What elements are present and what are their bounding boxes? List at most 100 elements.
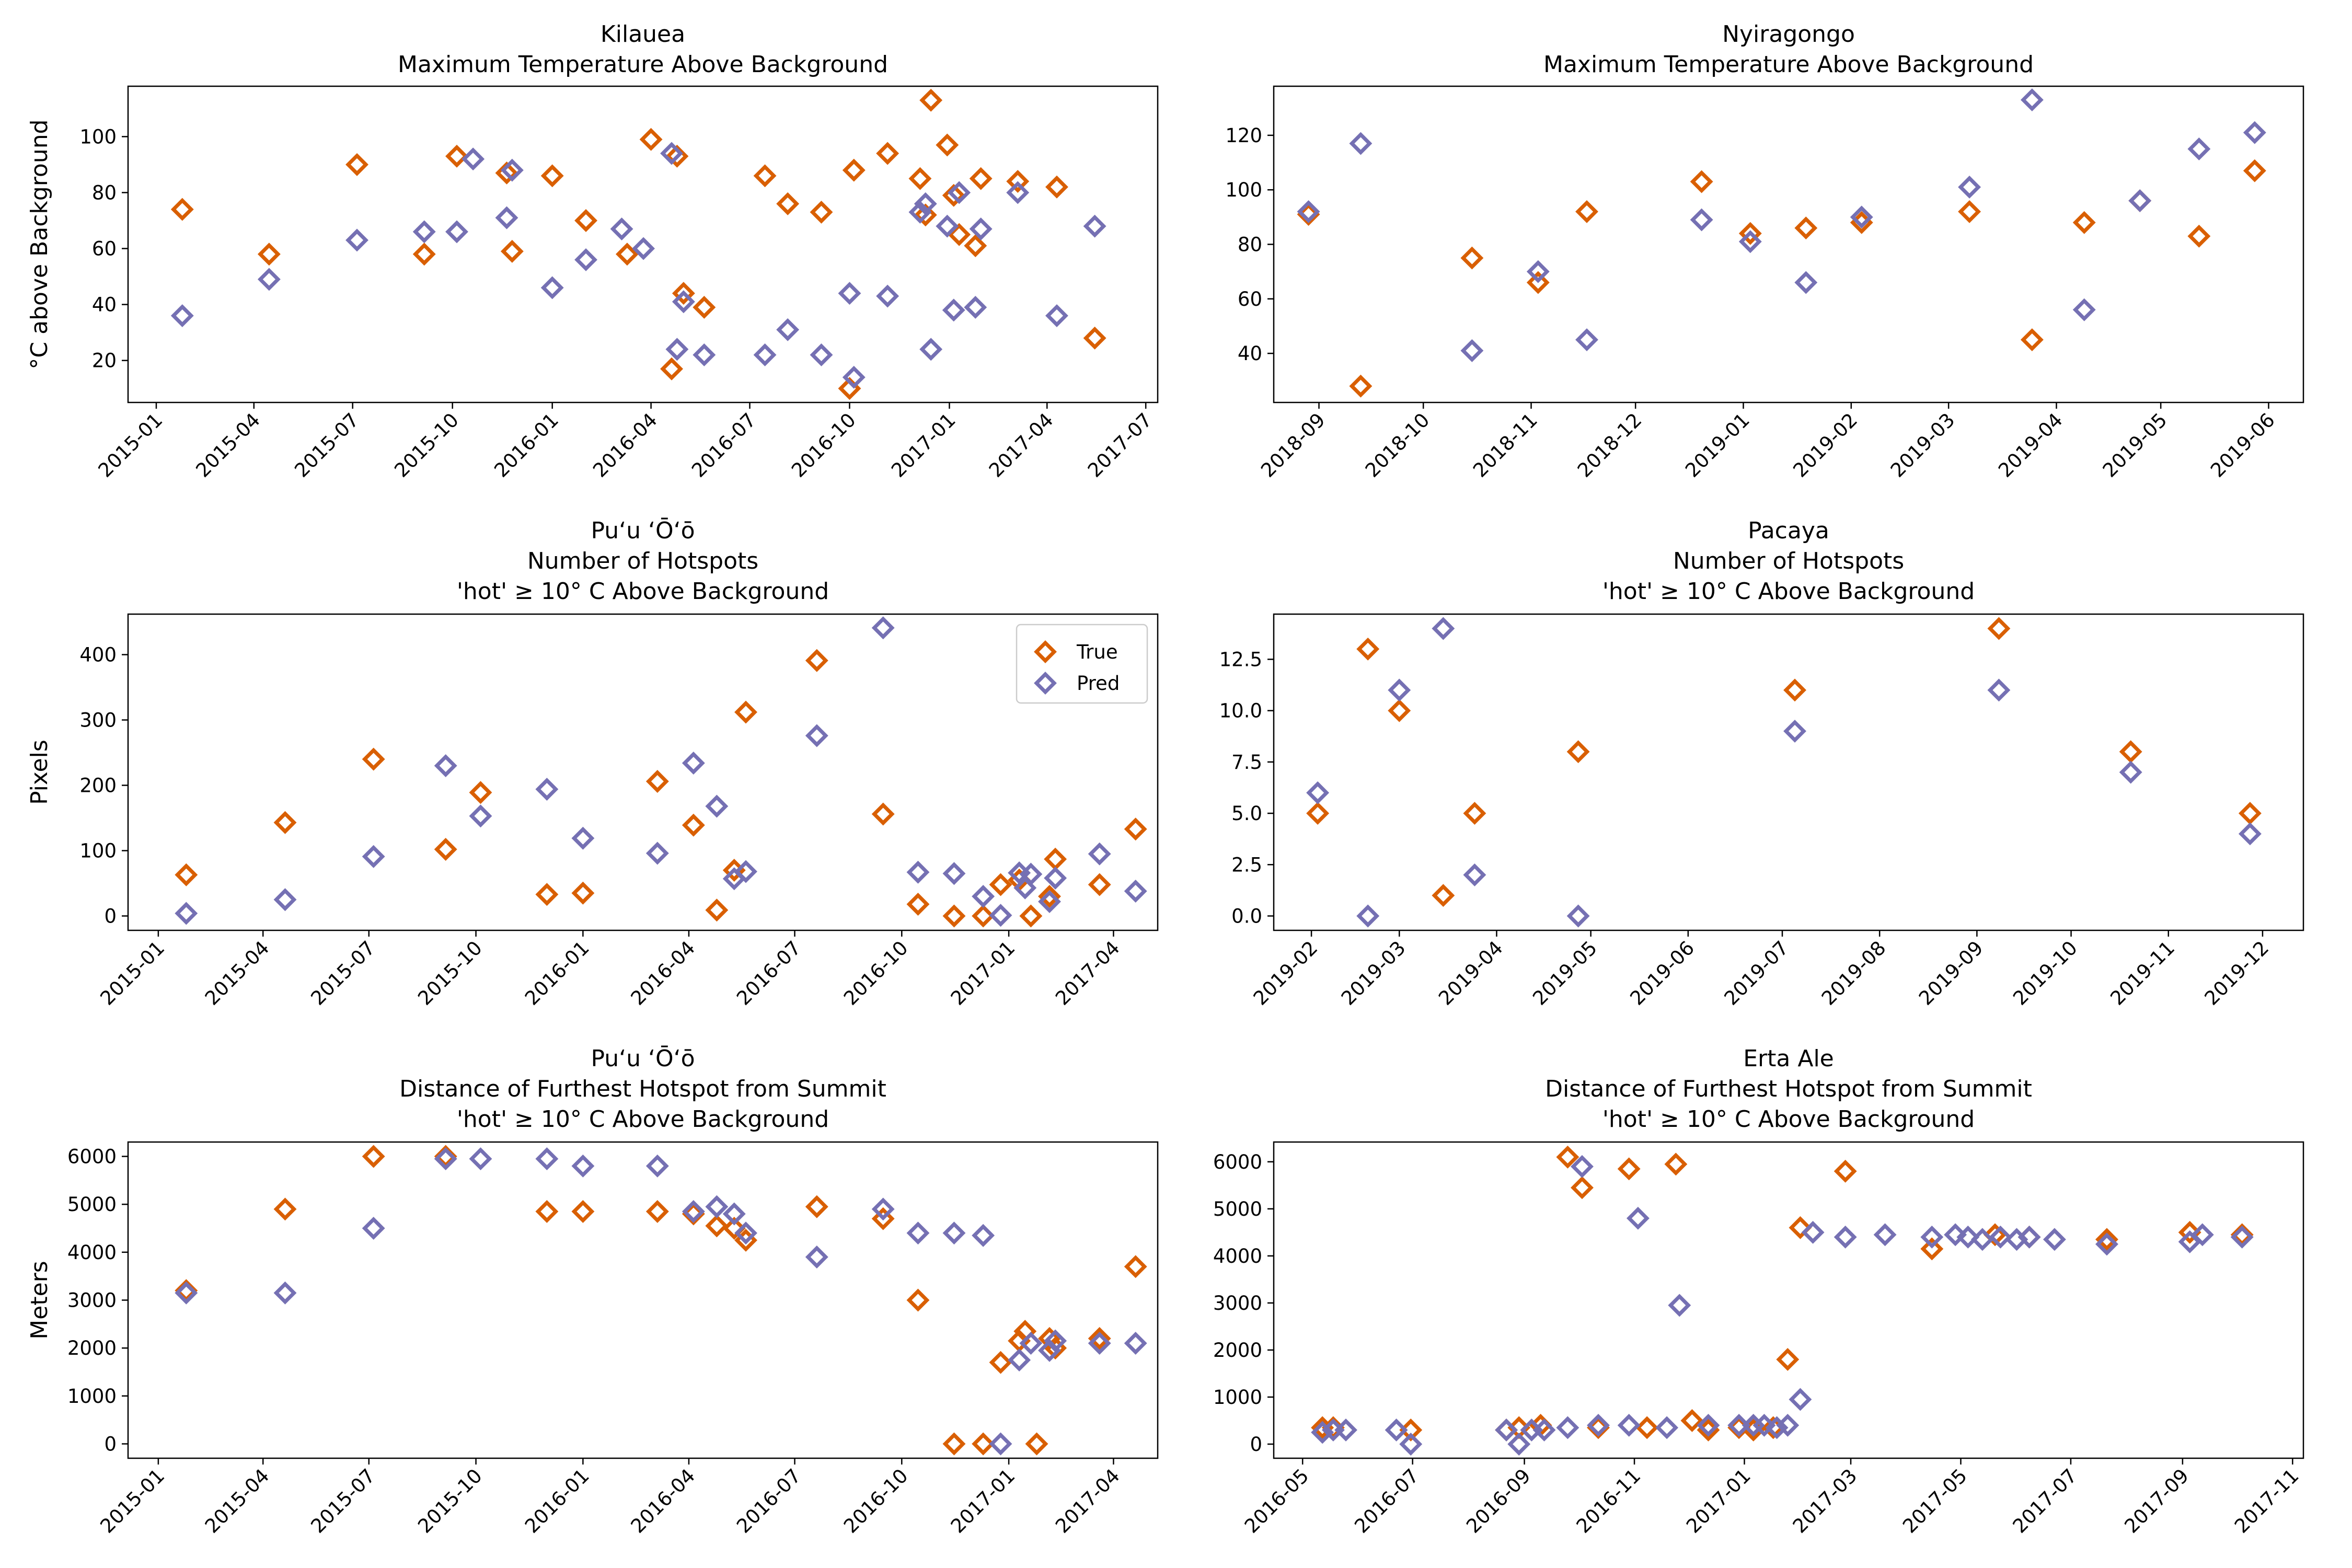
x-tick-label: 2015-10 <box>390 409 463 482</box>
data-point <box>906 1221 930 1245</box>
data-point <box>1664 1152 1688 1176</box>
data-point <box>645 770 669 793</box>
data-point <box>362 1217 385 1240</box>
chart-title-line: Puʻu ʻŌʻō <box>591 1045 695 1072</box>
y-tick-label: 100 <box>1225 179 1262 201</box>
data-point <box>362 747 385 771</box>
data-point <box>1306 781 1330 804</box>
data-point <box>345 228 368 252</box>
x-tick-label: 2015-04 <box>201 937 274 1010</box>
plot-frame <box>1273 613 2304 931</box>
data-point <box>1738 222 1762 245</box>
chart-title-line: Maximum Temperature Above Background <box>398 51 888 78</box>
x-tick-label: 2016-01 <box>521 1465 594 1538</box>
data-point <box>1399 1433 1423 1456</box>
data-point <box>805 1246 828 1269</box>
data-point <box>1006 170 1030 193</box>
data-point <box>1463 802 1486 825</box>
data-point <box>842 158 866 182</box>
data-point <box>876 284 900 308</box>
data-point <box>1850 205 1873 229</box>
data-point <box>948 181 971 204</box>
data-point <box>2128 189 2152 213</box>
y-tick-label: 5.0 <box>1231 802 1262 825</box>
plot-frame <box>127 1141 1159 1459</box>
y-tick-label: 80 <box>1238 234 1262 256</box>
data-point <box>2072 211 2096 234</box>
y-tick-label: 4000 <box>1213 1245 1262 1267</box>
data-point <box>1088 873 1111 896</box>
x-tick-label: 2019-07 <box>1720 937 1793 1010</box>
chart-title-line: Pacaya <box>1748 517 1829 544</box>
data-point <box>1958 200 1981 223</box>
series-pred <box>175 616 1147 927</box>
data-point <box>1571 1176 1594 1200</box>
data-point <box>906 893 930 916</box>
data-point <box>734 1221 757 1245</box>
x-tick-label: 2016-10 <box>787 409 860 482</box>
data-point <box>906 860 930 884</box>
data-point <box>805 724 828 747</box>
data-point <box>1834 1159 1857 1183</box>
data-point <box>362 845 385 868</box>
data-point <box>753 343 777 366</box>
data-point <box>574 248 597 271</box>
chart-panel-5: Puʻu ʻŌʻō Distance of Furthest Hotspot fr… <box>26 1045 1159 1538</box>
chart-panel-1: Kilauea Maximum Temperature Above Backgro… <box>26 21 1159 482</box>
y-tick-label: 200 <box>79 775 117 797</box>
data-point <box>871 802 895 826</box>
chart-panel-2: Nyiragongo Maximum Temperature Above Back… <box>1225 21 2304 482</box>
y-tick-label: 3000 <box>67 1289 117 1312</box>
data-point <box>838 282 861 305</box>
data-point <box>2230 1225 2254 1249</box>
data-point <box>462 147 485 171</box>
data-point <box>2187 224 2211 248</box>
y-tick-label: 60 <box>92 238 117 260</box>
x-tick-label: 2015-07 <box>306 937 379 1010</box>
x-tick-label: 2017-04 <box>1051 1465 1124 1538</box>
x-tick-label: 2016-04 <box>627 1465 700 1538</box>
data-point <box>914 192 937 215</box>
x-tick-label: 2017-01 <box>1682 1465 1755 1538</box>
data-point <box>1783 678 1806 702</box>
series-pred <box>1297 88 2266 362</box>
data-point <box>1668 1294 1691 1317</box>
data-point <box>2119 760 2142 784</box>
data-point <box>660 142 683 165</box>
x-tick-label: 2018-10 <box>1361 409 1434 482</box>
data-point <box>1635 1416 1659 1439</box>
x-tick-label: 2018-11 <box>1469 409 1542 482</box>
legend: True Pred <box>1016 624 1148 704</box>
y-tick-label: 400 <box>79 644 117 666</box>
data-point <box>273 1281 297 1305</box>
data-point <box>632 237 655 260</box>
data-point <box>1044 867 1067 890</box>
data-point <box>2119 740 2142 764</box>
x-tick-label: 2015-04 <box>201 1465 274 1538</box>
data-point <box>989 1351 1012 1374</box>
legend-marker-pred <box>1034 672 1057 695</box>
data-point <box>1566 740 1590 764</box>
data-point <box>535 778 559 801</box>
data-point <box>1388 678 1411 702</box>
data-point <box>972 885 995 908</box>
data-point <box>495 206 518 229</box>
data-point <box>682 813 705 837</box>
x-tick-label: 2015-10 <box>413 937 487 1010</box>
x-tick-label: 2016-07 <box>687 409 760 482</box>
y-tick-label: 100 <box>79 840 117 862</box>
x-tick-label: 2016-01 <box>490 409 563 482</box>
x-tick-label: 2016-01 <box>521 937 594 1010</box>
data-point <box>1783 719 1806 743</box>
y-tick-label: 6000 <box>1213 1151 1262 1173</box>
data-point <box>2017 1225 2041 1249</box>
data-point <box>1124 1255 1147 1278</box>
y-tick-label: 80 <box>92 181 117 204</box>
y-tick-label: 4000 <box>67 1241 117 1264</box>
series-true <box>1297 159 2266 398</box>
x-tick-label: 2015-01 <box>96 937 169 1010</box>
x-tick-label: 2019-09 <box>1915 937 1988 1010</box>
data-point <box>989 873 1012 896</box>
data-point <box>964 296 987 319</box>
